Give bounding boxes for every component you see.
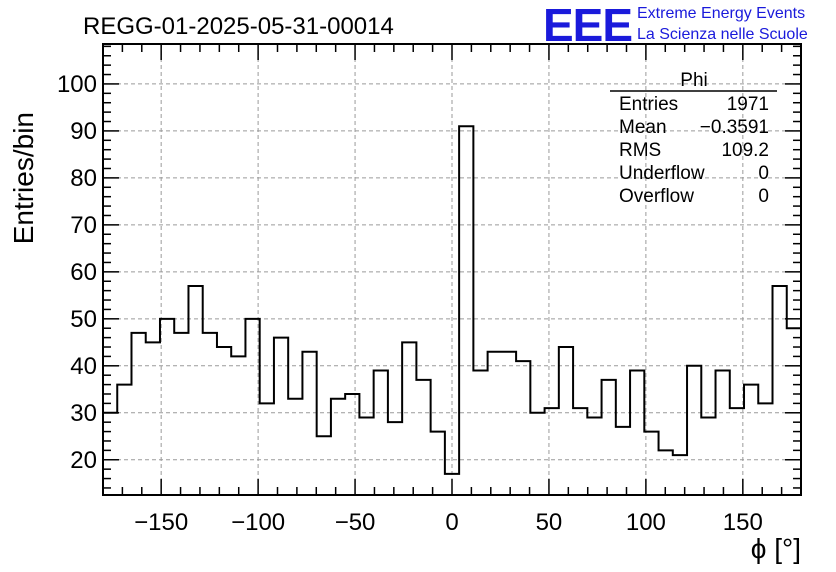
- histogram-bin: [374, 371, 388, 495]
- logo: EEE Extreme Energy Events La Scienza nel…: [543, 0, 808, 51]
- y-tick-label: 20: [70, 447, 97, 474]
- histogram-bin: [773, 286, 787, 495]
- histogram-bin: [231, 356, 245, 495]
- histogram-bin: [174, 333, 188, 495]
- histogram-bin: [402, 342, 416, 495]
- histogram-bin: [516, 361, 530, 495]
- x-tick-label: −100: [231, 509, 285, 536]
- histogram-bin: [716, 371, 730, 495]
- histogram-bin: [388, 422, 402, 495]
- logo-line-1: Extreme Energy Events: [637, 5, 805, 22]
- axis-ticks: [103, 44, 801, 495]
- histogram-bin: [573, 408, 587, 495]
- x-tick-label: 150: [723, 509, 763, 536]
- stats-value: −0.3591: [700, 117, 769, 138]
- histogram-outline: [102, 125, 802, 495]
- y-tick-label: 60: [70, 259, 97, 286]
- histogram-bin: [559, 347, 573, 495]
- histogram-bin: [687, 366, 701, 495]
- y-tick-label: 50: [70, 306, 97, 333]
- histogram-bin: [103, 413, 117, 495]
- stats-value: 1971: [727, 94, 769, 115]
- x-axis-title: ϕ [°]: [751, 533, 801, 564]
- grid: [103, 44, 801, 495]
- histogram-bin: [488, 352, 502, 495]
- y-tick-label: 40: [70, 353, 97, 380]
- stats-value: 0: [758, 186, 769, 207]
- histogram-bin: [459, 126, 473, 495]
- histogram-bin: [758, 403, 772, 495]
- histogram-bin: [188, 286, 202, 495]
- x-tick-label: −50: [335, 509, 376, 536]
- histogram-bin: [160, 319, 174, 495]
- histogram-bin: [217, 347, 231, 495]
- histogram-bin: [203, 333, 217, 495]
- histogram-bin: [473, 371, 487, 495]
- histogram-bin: [587, 417, 601, 495]
- stats-value: 0: [758, 163, 769, 184]
- stats-rows: Entries 1971 Mean −0.3591 RMS 109.2 Underflow 0…: [619, 94, 769, 207]
- histogram-bin: [787, 328, 801, 495]
- histogram-bin: [530, 413, 544, 495]
- histogram-bin: [245, 319, 259, 495]
- chart-title: REGG-01-2025-05-31-00014: [83, 13, 394, 40]
- histogram-bin: [545, 408, 559, 495]
- histogram-bin: [602, 380, 616, 495]
- y-tick-label: 70: [70, 212, 97, 239]
- histogram-bin: [117, 385, 131, 495]
- histogram-bin: [502, 352, 516, 495]
- stats-label: RMS: [619, 140, 661, 161]
- histogram-bin: [146, 342, 160, 495]
- logo-line-2: La Scienza nelle Scuole: [637, 26, 808, 43]
- stats-value: 109.2: [721, 140, 769, 161]
- histogram-bin: [317, 436, 331, 495]
- histogram-bin: [345, 394, 359, 495]
- histogram-bin: [630, 371, 644, 495]
- y-tick-label: 80: [70, 165, 97, 192]
- x-tick-labels: −150 −100 −50 0 50 100 150: [134, 509, 763, 536]
- stats-label: Entries: [619, 94, 678, 115]
- histogram-bin: [131, 333, 145, 495]
- logo-mark: EEE: [543, 0, 632, 51]
- histogram-bin: [302, 352, 316, 495]
- x-tick-label: 0: [445, 509, 458, 536]
- histogram-bin: [730, 408, 744, 495]
- stats-box-name: Phi: [680, 70, 707, 91]
- stats-label: Mean: [619, 117, 667, 138]
- y-axis-title: Entries/bin: [8, 112, 39, 244]
- histogram-series: [102, 125, 802, 495]
- histogram-bin: [331, 399, 345, 495]
- histogram-bin: [359, 417, 373, 495]
- histogram-bin: [274, 338, 288, 495]
- histogram-bin: [260, 403, 274, 495]
- histogram-bin: [616, 427, 630, 495]
- histogram-bin: [701, 417, 715, 495]
- histogram-bin: [288, 399, 302, 495]
- histogram-bin: [416, 380, 430, 495]
- y-tick-label: 30: [70, 400, 97, 427]
- x-tick-label: 100: [626, 509, 666, 536]
- y-tick-label: 90: [70, 118, 97, 145]
- histogram-bin: [431, 432, 445, 495]
- x-tick-label: 50: [536, 509, 563, 536]
- y-tick-label: 100: [57, 71, 97, 98]
- stats-box: Phi Entries 1971 Mean −0.3591 RMS 109.2 Underf…: [610, 70, 777, 207]
- stats-label: Underflow: [619, 163, 705, 184]
- histogram-bin: [744, 385, 758, 495]
- x-tick-label: −150: [134, 509, 188, 536]
- stats-label: Overflow: [619, 186, 694, 207]
- y-tick-labels: 20 30 40 50 60 70 80 90 100: [57, 71, 97, 474]
